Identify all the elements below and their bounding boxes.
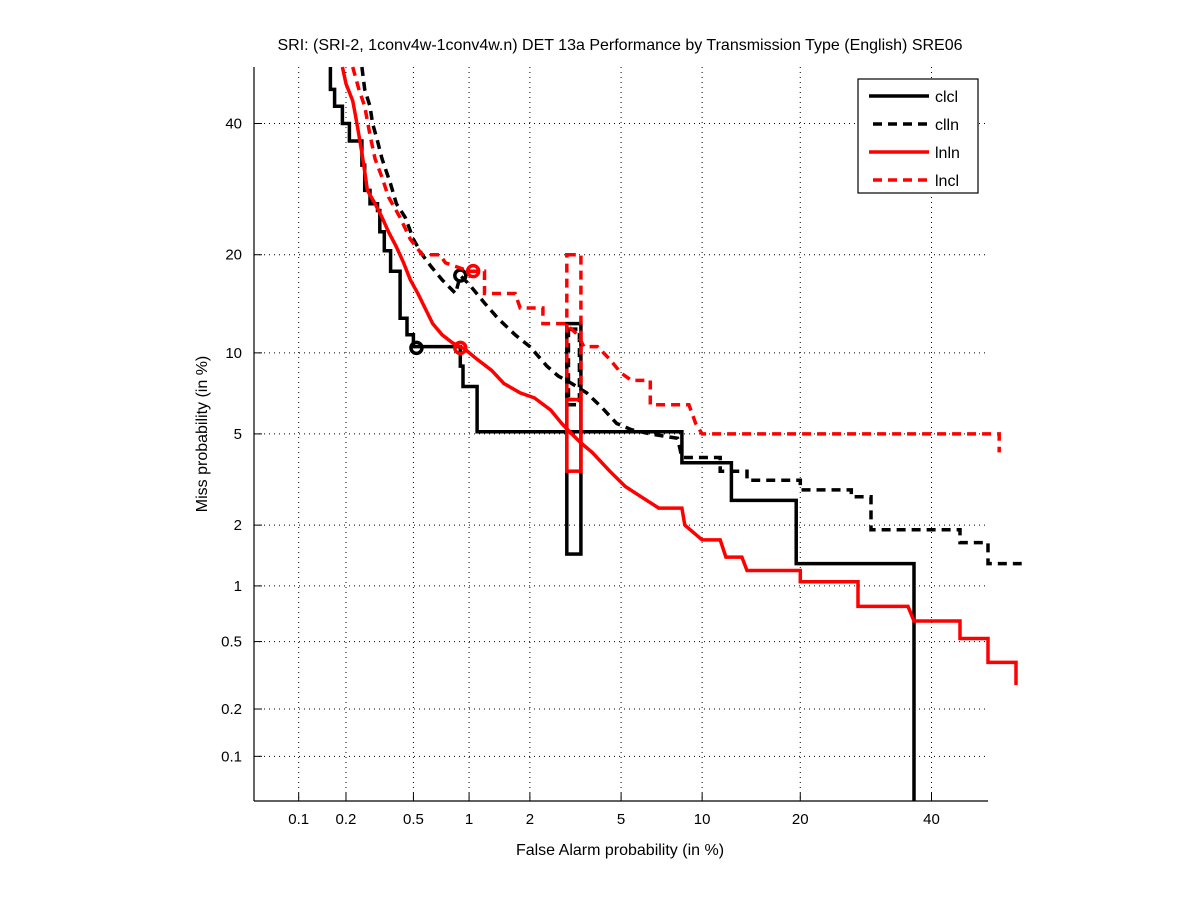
y-tick-label: 1 [234,578,242,595]
series-clcl [328,67,916,801]
y-tick-label: 40 [225,116,242,133]
x-ticks: 0.1 0.2 0.5 1 2 5 10 20 40 [288,793,940,828]
legend-box [857,78,979,194]
x-tick-label: 1 [465,811,473,828]
y-ticks: 0.1 0.2 0.5 1 2 5 10 20 40 [221,116,262,765]
legend-label-lncl: lncl [935,173,959,190]
y-tick-label: 0.5 [221,634,242,651]
x-tick-label: 10 [694,811,711,828]
y-tick-label: 2 [234,517,242,534]
operating-point-clln [453,268,468,283]
legend-label-clcl: clcl [935,89,958,106]
y-tick-label: 10 [225,345,242,362]
y-tick-label: 0.1 [221,748,242,765]
legend-label-lnln: lnln [935,145,960,162]
legend-label-clln: clln [935,117,959,134]
y-tick-label: 0.2 [221,701,242,718]
confidence-box-lncl [565,252,583,402]
series-lncl [351,66,1001,453]
x-tick-label: 0.1 [288,811,309,828]
x-tick-label: 2 [526,811,534,828]
x-tick-label: 40 [923,811,940,828]
det-curve-clln [360,66,1022,566]
det-curve-clcl [328,67,916,801]
y-tick-label: 5 [234,426,242,443]
operating-point-lnln [453,340,468,356]
x-tick-label: 0.2 [336,811,357,828]
x-axis-label: False Alarm probability (in %) [516,842,724,859]
operating-point-lncl [465,263,481,279]
legend: clcl clln lnln lncl [857,78,979,194]
y-axis-label: Miss probability (in %) [194,356,211,512]
det-curve-lncl [351,66,1001,453]
y-tick-label: 20 [225,247,242,264]
det-curve-lnln [340,66,1018,685]
x-tick-label: 5 [617,811,625,828]
confidence-box-clln [566,327,582,407]
chart-title: SRI: (SRI-2, 1conv4w-1conv4w.n) DET 13a … [277,37,962,54]
operating-point-clcl [409,340,424,356]
x-tick-label: 0.5 [403,811,424,828]
x-tick-label: 20 [792,811,809,828]
series-group [328,66,1022,801]
